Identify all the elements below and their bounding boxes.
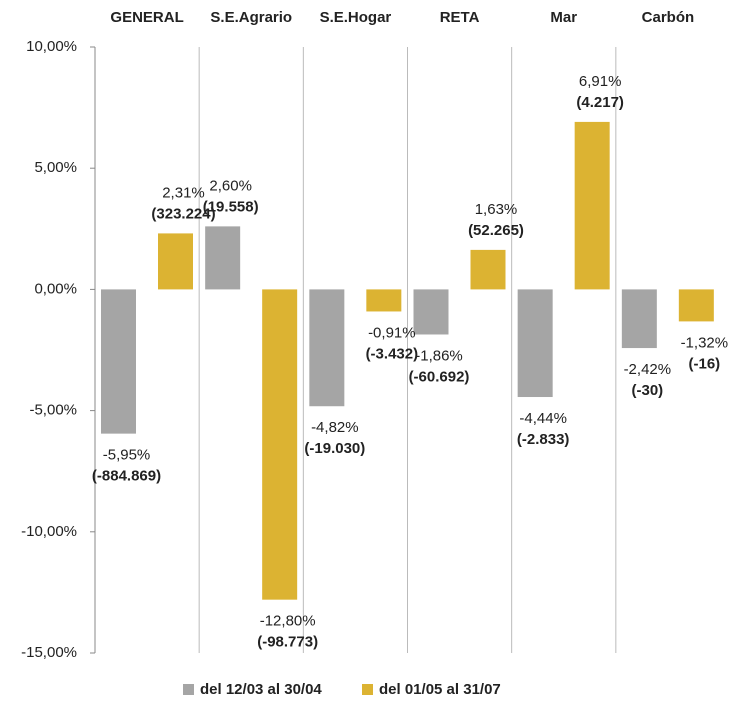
bar: [413, 289, 449, 335]
value-label: -4,82%: [311, 419, 359, 436]
category-label: S.E.Hogar: [320, 9, 392, 26]
bar: [205, 226, 241, 290]
bar: [366, 289, 402, 312]
legend-label: del 12/03 al 30/04: [200, 681, 322, 698]
count-label: (-60.692): [409, 368, 470, 385]
value-label: -12,80%: [260, 613, 316, 630]
y-tick-label: 5,00%: [34, 159, 77, 176]
bar: [309, 289, 345, 407]
value-label: -1,86%: [415, 347, 463, 364]
count-label: (-2.833): [517, 431, 570, 448]
value-label: -0,91%: [368, 324, 416, 341]
category-label: GENERAL: [110, 9, 183, 26]
bar: [678, 289, 714, 322]
legend-label: del 01/05 al 31/07: [379, 681, 501, 698]
count-label: (19.558): [203, 198, 259, 215]
y-tick-label: -5,00%: [29, 402, 77, 419]
count-label: (52.265): [468, 222, 524, 239]
count-label: (-3.432): [366, 345, 419, 362]
y-tick-label: -15,00%: [21, 644, 77, 661]
value-label: -4,44%: [519, 410, 567, 427]
count-label: (-30): [631, 382, 663, 399]
count-label: (-16): [688, 355, 720, 372]
count-label: (-884.869): [92, 468, 161, 485]
bar: [262, 289, 298, 600]
bar: [158, 233, 193, 290]
value-label: -1,32%: [681, 334, 729, 351]
y-tick-label: 0,00%: [34, 280, 77, 297]
y-tick-label: -10,00%: [21, 523, 77, 540]
category-label: Mar: [550, 9, 577, 26]
legend-swatch: [362, 684, 373, 695]
value-label: 2,31%: [162, 184, 205, 201]
bar: [517, 289, 553, 398]
legend-swatch: [183, 684, 194, 695]
bar: [621, 289, 657, 349]
bar: [470, 249, 506, 290]
bar: [574, 121, 610, 290]
category-label: Carbón: [642, 9, 695, 26]
bar: [101, 289, 136, 434]
value-label: 6,91%: [579, 73, 622, 90]
count-label: (-98.773): [257, 634, 318, 651]
count-label: (4.217): [576, 94, 624, 111]
y-tick-label: 10,00%: [26, 38, 77, 55]
value-label: 2,60%: [209, 177, 252, 194]
count-label: (323.224): [151, 205, 215, 222]
count-label: (-19.030): [304, 440, 365, 457]
value-label: -2,42%: [624, 361, 672, 378]
category-label: RETA: [440, 9, 480, 26]
value-label: -5,95%: [103, 447, 151, 464]
value-label: 1,63%: [475, 201, 518, 218]
category-label: S.E.Agrario: [210, 9, 292, 26]
